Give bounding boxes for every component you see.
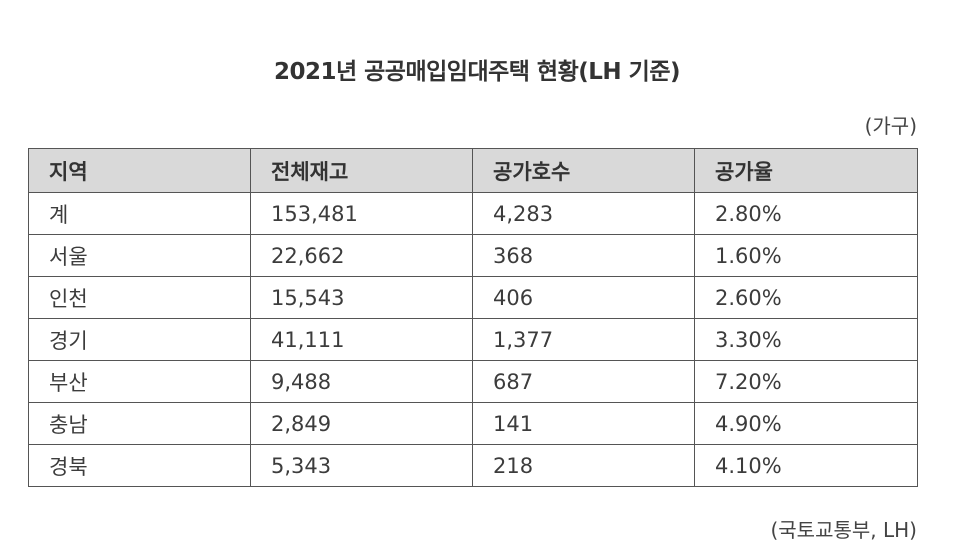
cell-vacant-units: 4,283 bbox=[472, 192, 695, 235]
cell-vacant-units: 218 bbox=[472, 444, 695, 487]
table-row: 경북 5,343 218 4.10% bbox=[28, 444, 918, 487]
cell-vacant-units: 687 bbox=[472, 360, 695, 403]
table-row: 서울 22,662 368 1.60% bbox=[28, 234, 918, 277]
cell-total-stock: 15,543 bbox=[250, 276, 473, 319]
table-title: 2021년 공공매입임대주택 현황(LH 기준) bbox=[273, 59, 681, 85]
cell-region: 충남 bbox=[28, 402, 251, 445]
cell-vacancy-rate: 2.80% bbox=[694, 192, 918, 235]
cell-region: 경기 bbox=[28, 318, 251, 361]
header-region: 지역 bbox=[28, 148, 251, 193]
table-row: 경기 41,111 1,377 3.30% bbox=[28, 318, 918, 361]
table-row: 계 153,481 4,283 2.80% bbox=[28, 192, 918, 235]
cell-region: 경북 bbox=[28, 444, 251, 487]
cell-vacancy-rate: 4.10% bbox=[694, 444, 918, 487]
cell-region: 부산 bbox=[28, 360, 251, 403]
cell-region: 계 bbox=[28, 192, 251, 235]
cell-total-stock: 41,111 bbox=[250, 318, 473, 361]
source-note: (국토교통부, LH) bbox=[770, 518, 917, 542]
cell-total-stock: 22,662 bbox=[250, 234, 473, 277]
table-row: 인천 15,543 406 2.60% bbox=[28, 276, 918, 319]
header-vacancy-rate: 공가율 bbox=[694, 148, 918, 193]
table-header-row: 지역 전체재고 공가호수 공가율 bbox=[28, 148, 918, 193]
header-total-stock: 전체재고 bbox=[250, 148, 473, 193]
cell-region: 인천 bbox=[28, 276, 251, 319]
cell-vacancy-rate: 3.30% bbox=[694, 318, 918, 361]
cell-vacancy-rate: 4.90% bbox=[694, 402, 918, 445]
table-row: 충남 2,849 141 4.90% bbox=[28, 402, 918, 445]
cell-total-stock: 153,481 bbox=[250, 192, 473, 235]
vacancy-table: 지역 전체재고 공가호수 공가율 계 153,481 4,283 2.80% 서… bbox=[28, 148, 918, 487]
header-vacant-units: 공가호수 bbox=[472, 148, 695, 193]
cell-vacancy-rate: 1.60% bbox=[694, 234, 918, 277]
cell-vacant-units: 1,377 bbox=[472, 318, 695, 361]
cell-region: 서울 bbox=[28, 234, 251, 277]
cell-vacant-units: 141 bbox=[472, 402, 695, 445]
cell-vacant-units: 406 bbox=[472, 276, 695, 319]
cell-vacancy-rate: 7.20% bbox=[694, 360, 918, 403]
cell-total-stock: 2,849 bbox=[250, 402, 473, 445]
cell-vacancy-rate: 2.60% bbox=[694, 276, 918, 319]
cell-total-stock: 9,488 bbox=[250, 360, 473, 403]
cell-vacant-units: 368 bbox=[472, 234, 695, 277]
cell-total-stock: 5,343 bbox=[250, 444, 473, 487]
table-row: 부산 9,488 687 7.20% bbox=[28, 360, 918, 403]
unit-label: (가구) bbox=[864, 114, 917, 138]
